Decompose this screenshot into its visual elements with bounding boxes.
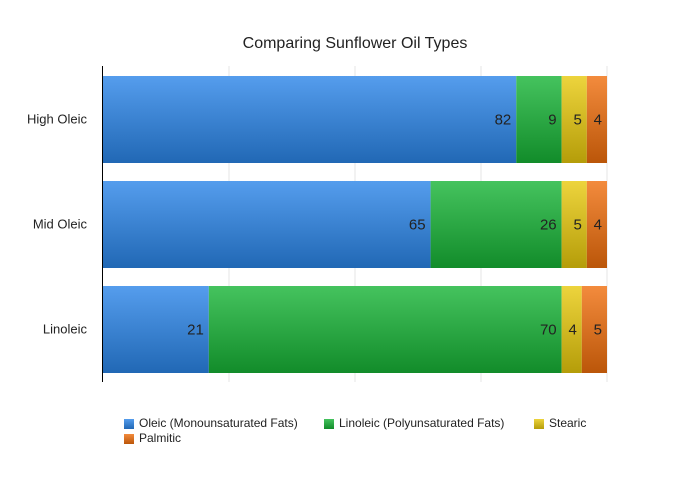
legend-label-palmitic: Palmitic (139, 431, 182, 445)
legend-label-stearic: Stearic (549, 416, 587, 430)
category-labels: High Oleic Mid Oleic Linoleic (27, 112, 87, 337)
bar-mid-oleic-palmitic (586, 181, 607, 268)
bar-mid-oleic-linoleic (430, 181, 562, 268)
legend-swatch-palmitic (124, 433, 134, 444)
category-label: Mid Oleic (33, 217, 88, 232)
data-label: 65 (409, 217, 426, 234)
bars (103, 76, 607, 373)
legend-label-linoleic: Linoleic (Polyunsaturated Fats) (339, 416, 505, 430)
data-label: 4 (568, 322, 576, 339)
data-label: 5 (573, 217, 581, 234)
data-label: 4 (594, 217, 602, 234)
data-label: 9 (548, 112, 556, 129)
data-label: 4 (594, 112, 602, 129)
bar-linoleic-linoleic (208, 286, 562, 373)
legend-swatch-linoleic (324, 418, 334, 429)
data-label: 5 (573, 112, 581, 129)
bar-high-oleic-linoleic (516, 76, 562, 163)
legend-item-stearic: Stearic (534, 416, 586, 431)
bar-mid-oleic-oleic (103, 181, 431, 268)
chart-title: Comparing Sunflower Oil Types (243, 35, 468, 52)
bar-high-oleic-palmitic (586, 76, 607, 163)
bar-mid-oleic-stearic (561, 181, 587, 268)
bar-linoleic-stearic (561, 286, 582, 373)
data-labels: 82 9 5 465 26 5 421 70 4 5 (187, 112, 602, 339)
bar-high-oleic-stearic (561, 76, 587, 163)
legend-item-oleic: Oleic (Monounsaturated Fats) (124, 416, 298, 431)
legend-item-palmitic: Palmitic (124, 431, 181, 446)
data-label: 26 (540, 217, 557, 234)
bar-linoleic-oleic (103, 286, 209, 373)
data-label: 21 (187, 322, 204, 339)
data-label: 70 (540, 322, 557, 339)
bar-linoleic-palmitic (581, 286, 607, 373)
category-label: Linoleic (43, 322, 88, 337)
category-label: High Oleic (27, 112, 87, 127)
data-label: 82 (495, 112, 512, 129)
legend-item-linoleic: Linoleic (Polyunsaturated Fats) (324, 416, 504, 431)
bar-high-oleic-oleic (103, 76, 517, 163)
data-label: 5 (594, 322, 602, 339)
legend-label-oleic: Oleic (Monounsaturated Fats) (139, 416, 298, 430)
legend-swatch-stearic (534, 418, 544, 429)
legend-swatch-oleic (124, 418, 134, 429)
